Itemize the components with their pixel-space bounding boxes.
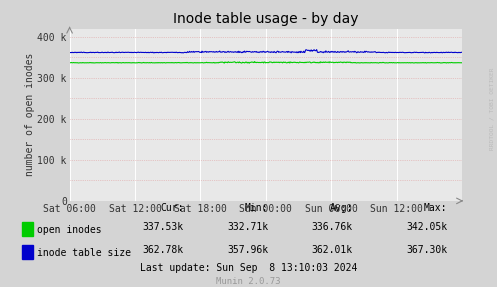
Text: 342.05k: 342.05k	[406, 222, 447, 232]
Text: open inodes: open inodes	[37, 225, 102, 234]
Text: 362.78k: 362.78k	[143, 245, 184, 255]
Text: Avg:: Avg:	[330, 203, 353, 213]
Y-axis label: number of open inodes: number of open inodes	[25, 53, 35, 177]
Text: inode table size: inode table size	[37, 248, 131, 257]
Text: 357.96k: 357.96k	[227, 245, 268, 255]
Title: Inode table usage - by day: Inode table usage - by day	[173, 12, 359, 26]
Text: 332.71k: 332.71k	[227, 222, 268, 232]
Text: 362.01k: 362.01k	[312, 245, 353, 255]
Text: 337.53k: 337.53k	[143, 222, 184, 232]
Text: 367.30k: 367.30k	[406, 245, 447, 255]
Text: Max:: Max:	[424, 203, 447, 213]
Text: Last update: Sun Sep  8 13:10:03 2024: Last update: Sun Sep 8 13:10:03 2024	[140, 263, 357, 273]
Text: RRDTOOL / TOBI OETIKER: RRDTOOL / TOBI OETIKER	[490, 68, 495, 150]
Text: Munin 2.0.73: Munin 2.0.73	[216, 277, 281, 286]
Text: Cur:: Cur:	[161, 203, 184, 213]
Text: Min:: Min:	[245, 203, 268, 213]
Text: 336.76k: 336.76k	[312, 222, 353, 232]
